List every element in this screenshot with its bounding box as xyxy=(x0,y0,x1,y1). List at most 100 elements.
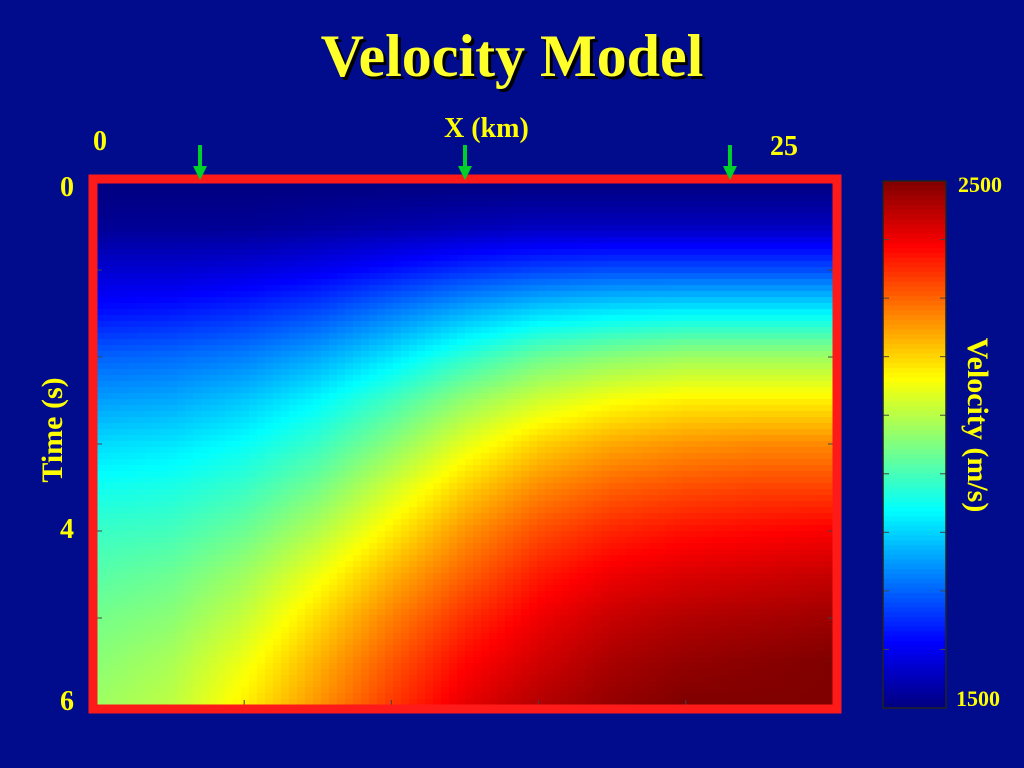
heatmap-cell xyxy=(249,279,258,286)
heatmap-cell xyxy=(585,417,594,424)
heatmap-cell xyxy=(401,459,410,466)
heatmap-cell xyxy=(737,477,746,484)
heatmap-cell xyxy=(745,339,754,346)
heatmap-cell xyxy=(209,477,218,484)
heatmap-cell xyxy=(297,435,306,442)
heatmap-cell xyxy=(713,243,722,250)
heatmap-cell xyxy=(521,279,530,286)
heatmap-cell xyxy=(761,249,770,256)
heatmap-cell xyxy=(553,351,562,358)
heatmap-cell xyxy=(393,399,402,406)
heatmap-cell xyxy=(553,501,562,508)
heatmap-cell xyxy=(185,381,194,388)
heatmap-cell xyxy=(537,201,546,208)
heatmap-cell xyxy=(145,219,154,226)
heatmap-cell xyxy=(513,207,522,214)
heatmap-cell xyxy=(729,255,738,262)
heatmap-cell xyxy=(729,315,738,322)
heatmap-cell xyxy=(105,357,114,364)
heatmap-cell xyxy=(545,189,554,196)
heatmap-cell xyxy=(361,435,370,442)
heatmap-cell xyxy=(497,213,506,220)
heatmap-cell xyxy=(497,489,506,496)
heatmap-cell xyxy=(521,189,530,196)
heatmap-cell xyxy=(609,303,618,310)
heatmap-cell xyxy=(385,375,394,382)
heatmap-cell xyxy=(697,435,706,442)
heatmap-cell xyxy=(273,381,282,388)
heatmap-cell xyxy=(649,339,658,346)
heatmap-cell xyxy=(233,219,242,226)
heatmap-cell xyxy=(113,267,122,274)
heatmap-cell xyxy=(361,291,370,298)
heatmap-cell xyxy=(161,321,170,328)
heatmap-cell xyxy=(425,465,434,472)
heatmap-cell xyxy=(801,351,810,358)
heatmap-cell xyxy=(673,477,682,484)
heatmap-cell xyxy=(649,219,658,226)
heatmap-cell xyxy=(401,201,410,208)
heatmap-cell xyxy=(489,261,498,268)
heatmap-cell xyxy=(281,315,290,322)
heatmap-cell xyxy=(625,435,634,442)
heatmap-cell xyxy=(441,273,450,280)
heatmap-cell xyxy=(193,387,202,394)
heatmap-cell xyxy=(113,219,122,226)
heatmap-cell xyxy=(777,291,786,298)
heatmap-cell xyxy=(193,381,202,388)
heatmap-cell xyxy=(473,183,482,190)
heatmap-cell xyxy=(457,333,466,340)
heatmap-cell xyxy=(713,333,722,340)
heatmap-cell xyxy=(665,441,674,448)
heatmap-cell xyxy=(185,501,194,508)
heatmap-cell xyxy=(337,291,346,298)
heatmap-cell xyxy=(769,429,778,436)
heatmap-cell xyxy=(705,417,714,424)
heatmap-cell xyxy=(137,243,146,250)
heatmap-cell xyxy=(409,387,418,394)
heatmap-cell xyxy=(377,489,386,496)
heatmap-cell xyxy=(401,285,410,292)
heatmap-cell xyxy=(257,321,266,328)
heatmap-cell xyxy=(169,291,178,298)
heatmap-cell xyxy=(521,393,530,400)
heatmap-cell xyxy=(313,303,322,310)
heatmap-cell xyxy=(713,327,722,334)
heatmap-cell xyxy=(649,363,658,370)
heatmap-cell xyxy=(633,417,642,424)
heatmap-cell xyxy=(641,345,650,352)
heatmap-cell xyxy=(129,195,138,202)
heatmap-cell xyxy=(353,225,362,232)
heatmap-cell xyxy=(97,429,106,436)
heatmap-cell xyxy=(377,459,386,466)
heatmap-cell xyxy=(433,213,442,220)
heatmap-cell xyxy=(609,489,618,496)
heatmap-cell xyxy=(529,471,538,478)
heatmap-cell xyxy=(529,435,538,442)
heatmap-cell xyxy=(201,411,210,418)
heatmap-cell xyxy=(337,273,346,280)
heatmap-cell xyxy=(561,321,570,328)
heatmap-cell xyxy=(481,213,490,220)
heatmap-cell xyxy=(569,297,578,304)
heatmap-cell xyxy=(809,417,818,424)
heatmap-cell xyxy=(649,273,658,280)
heatmap-cell xyxy=(545,255,554,262)
heatmap-cell xyxy=(153,303,162,310)
heatmap-cell xyxy=(449,429,458,436)
heatmap-cell xyxy=(657,339,666,346)
heatmap-cell xyxy=(513,339,522,346)
heatmap-cell xyxy=(633,291,642,298)
heatmap-cell xyxy=(553,417,562,424)
heatmap-cell xyxy=(401,195,410,202)
heatmap-cell xyxy=(737,225,746,232)
heatmap-cell xyxy=(113,183,122,190)
heatmap-cell xyxy=(737,345,746,352)
heatmap-cell xyxy=(169,459,178,466)
heatmap-cell xyxy=(801,447,810,454)
heatmap-cell xyxy=(585,447,594,454)
heatmap-cell xyxy=(529,357,538,364)
heatmap-cell xyxy=(601,387,610,394)
heatmap-cell xyxy=(617,339,626,346)
heatmap-cell xyxy=(145,501,154,508)
